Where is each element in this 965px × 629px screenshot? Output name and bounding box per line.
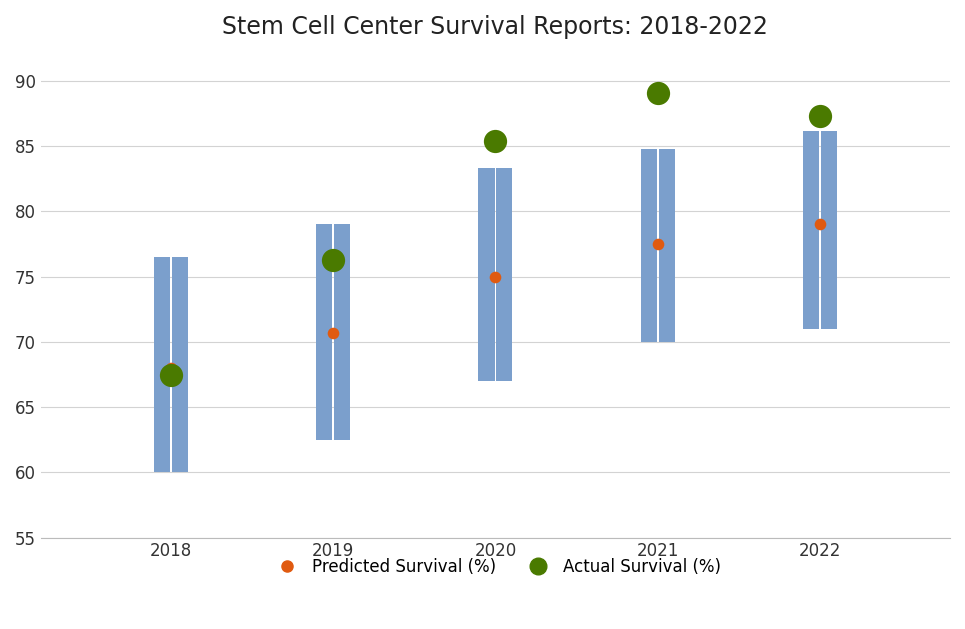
- Bar: [803, 130, 819, 329]
- Point: [163, 363, 179, 373]
- Point: [650, 87, 666, 97]
- Point: [325, 328, 341, 338]
- Bar: [659, 149, 675, 342]
- Bar: [479, 169, 494, 381]
- Bar: [821, 130, 837, 329]
- Bar: [496, 169, 512, 381]
- Bar: [641, 149, 657, 342]
- Bar: [317, 225, 332, 440]
- Point: [487, 136, 503, 146]
- Point: [813, 111, 828, 121]
- Point: [650, 239, 666, 249]
- Bar: [334, 225, 350, 440]
- Title: Stem Cell Center Survival Reports: 2018-2022: Stem Cell Center Survival Reports: 2018-…: [223, 15, 768, 39]
- Point: [325, 255, 341, 265]
- Point: [813, 220, 828, 230]
- Legend: Predicted Survival (%), Actual Survival (%): Predicted Survival (%), Actual Survival …: [263, 551, 728, 582]
- Bar: [172, 257, 188, 472]
- Point: [163, 369, 179, 379]
- Bar: [153, 257, 170, 472]
- Point: [487, 272, 503, 282]
